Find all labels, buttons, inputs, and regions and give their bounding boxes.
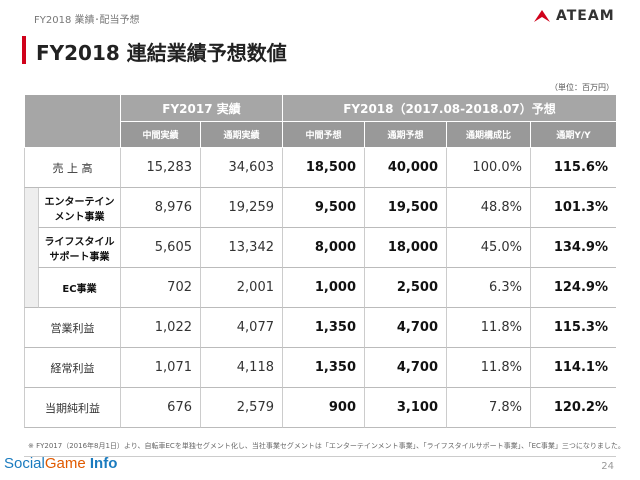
footer-rule xyxy=(24,456,616,457)
logo-icon xyxy=(534,10,550,22)
header-corner xyxy=(24,95,120,148)
value-cell: 120.2% xyxy=(530,388,616,428)
value-cell: 676 xyxy=(120,388,200,428)
value-cell: 34,603 xyxy=(200,148,282,188)
row-label-line: 営業利益 xyxy=(50,321,95,335)
title: FY2018 連結業績予想数値 xyxy=(36,41,287,65)
value-cell: 45.0% xyxy=(446,228,530,268)
value-cell: 4,118 xyxy=(200,348,282,388)
value-cell: 1,022 xyxy=(120,308,200,348)
row-label-line: ライフスタイル xyxy=(44,236,115,248)
sub-header: 中間実績 xyxy=(120,122,200,148)
row-label: 営業利益 xyxy=(24,308,120,348)
value-cell: 134.9% xyxy=(530,228,616,268)
value-cell: 101.3% xyxy=(530,188,616,228)
value-cell: 1,071 xyxy=(120,348,200,388)
value-cell: 6.3% xyxy=(446,268,530,308)
group-header: FY2017 実績 xyxy=(120,95,282,122)
indent-strip xyxy=(24,228,38,268)
value-cell: 2,579 xyxy=(200,388,282,428)
value-cell: 702 xyxy=(120,268,200,308)
indent-strip xyxy=(24,188,38,228)
footnote: ※ FY2017（2016年8月1日）より、自転車ECを単独セグメント化し、当社… xyxy=(28,442,625,450)
value-cell: 4,700 xyxy=(364,308,446,348)
page-number: 24 xyxy=(601,461,614,472)
value-cell: 8,000 xyxy=(282,228,364,268)
row-label-line: EC事業 xyxy=(62,284,97,295)
sub-header: 通期予想 xyxy=(364,122,446,148)
value-cell: 100.0% xyxy=(446,148,530,188)
row-label: エンターテイン メント事業 xyxy=(38,188,120,228)
value-cell: 115.3% xyxy=(530,308,616,348)
value-cell: 4,077 xyxy=(200,308,282,348)
row-label-line: メント事業 xyxy=(54,211,105,223)
value-cell: 9,500 xyxy=(282,188,364,228)
row-label-line: 経常利益 xyxy=(50,361,95,375)
value-cell: 18,000 xyxy=(364,228,446,268)
brand-part: Game xyxy=(44,455,86,472)
sub-header: 通期実績 xyxy=(200,122,282,148)
value-cell: 3,100 xyxy=(364,388,446,428)
value-cell: 115.6% xyxy=(530,148,616,188)
logo: ATEAM xyxy=(532,8,615,24)
value-cell: 900 xyxy=(282,388,364,428)
accent-bar xyxy=(22,36,26,64)
brand-part: Info xyxy=(89,455,118,472)
value-cell: 114.1% xyxy=(530,348,616,388)
value-cell: 19,500 xyxy=(364,188,446,228)
sub-header: 中間予想 xyxy=(282,122,364,148)
value-cell: 2,001 xyxy=(200,268,282,308)
row-label: ライフスタイル サポート事業 xyxy=(38,228,120,268)
sub-header: 通期構成比 xyxy=(446,122,530,148)
value-cell: 4,700 xyxy=(364,348,446,388)
row-label-line: 売 上 高 xyxy=(52,161,93,175)
value-cell: 19,259 xyxy=(200,188,282,228)
row-label: 経常利益 xyxy=(24,348,120,388)
indent-strip xyxy=(24,268,38,308)
value-cell: 5,605 xyxy=(120,228,200,268)
row-label-line: エンターテイン xyxy=(44,196,115,208)
value-cell: 40,000 xyxy=(364,148,446,188)
value-cell: 11.8% xyxy=(446,308,530,348)
value-cell: 124.9% xyxy=(530,268,616,308)
value-cell: 11.8% xyxy=(446,348,530,388)
value-cell: 1,350 xyxy=(282,348,364,388)
sub-header: 通期Y/Y xyxy=(530,122,616,148)
logo-text: ATEAM xyxy=(556,8,615,24)
brand-part: Social xyxy=(4,455,45,472)
row-label-line: サポート事業 xyxy=(49,251,110,263)
unit-label: （単位：百万円） xyxy=(550,83,614,92)
value-cell: 8,976 xyxy=(120,188,200,228)
value-cell: 15,283 xyxy=(120,148,200,188)
group-header: FY2018（2017.08-2018.07）予想 xyxy=(282,95,616,122)
row-label: EC事業 xyxy=(38,268,120,308)
value-cell: 1,350 xyxy=(282,308,364,348)
value-cell: 18,500 xyxy=(282,148,364,188)
row-label: 当期純利益 xyxy=(24,388,120,428)
row-label-line: 当期純利益 xyxy=(45,401,100,415)
value-cell: 7.8% xyxy=(446,388,530,428)
section-label: FY2018 業績･配当予想 xyxy=(34,15,140,26)
value-cell: 1,000 xyxy=(282,268,364,308)
value-cell: 13,342 xyxy=(200,228,282,268)
row-label: 売 上 高 xyxy=(24,148,120,188)
brand: SocialGame Info xyxy=(4,455,117,472)
value-cell: 48.8% xyxy=(446,188,530,228)
value-cell: 2,500 xyxy=(364,268,446,308)
